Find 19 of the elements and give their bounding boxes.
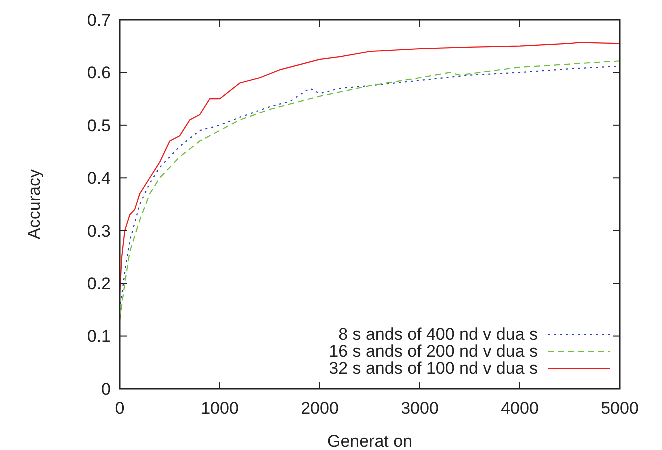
y-tick-label: 0.6 xyxy=(87,64,111,83)
legend-label: 32 s ands of 100 nd v dua s xyxy=(329,359,538,378)
x-tick-label: 1000 xyxy=(201,399,239,418)
x-tick-label: 4000 xyxy=(501,399,539,418)
y-tick-label: 0.1 xyxy=(87,327,111,346)
x-tick-label: 3000 xyxy=(401,399,439,418)
legend-label: 16 s ands of 200 nd v dua s xyxy=(329,342,538,361)
y-tick-label: 0.3 xyxy=(87,222,111,241)
y-tick-label: 0.2 xyxy=(87,274,111,294)
y-tick-label: 0.5 xyxy=(87,116,111,136)
x-tick-label: 2000 xyxy=(301,399,339,418)
y-tick-label: 0.7 xyxy=(87,10,111,30)
y-tick-label: 0 xyxy=(102,380,111,399)
x-tick-label: 5000 xyxy=(601,399,639,418)
y-axis-title: Accuracy xyxy=(25,169,44,240)
y-tick-label: 0.4 xyxy=(87,169,111,188)
x-tick-label: 0 xyxy=(115,399,125,418)
x-axis-title: Generat on xyxy=(327,432,413,450)
legend-label: 8 s ands of 400 nd v dua s xyxy=(338,325,538,344)
